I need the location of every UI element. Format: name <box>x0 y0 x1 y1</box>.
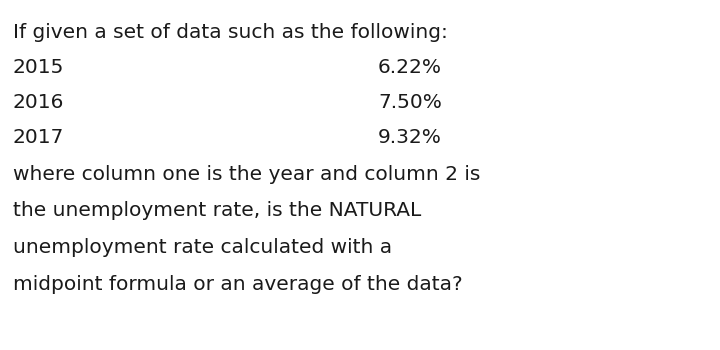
Text: If given a set of data such as the following:: If given a set of data such as the follo… <box>13 23 448 42</box>
Text: 9.32%: 9.32% <box>378 128 442 147</box>
Text: 2016: 2016 <box>13 93 64 112</box>
Text: 6.22%: 6.22% <box>378 58 442 77</box>
Text: 2015: 2015 <box>13 58 64 77</box>
Text: midpoint formula or an average of the data?: midpoint formula or an average of the da… <box>13 275 462 294</box>
Text: the unemployment rate, is the NATURAL: the unemployment rate, is the NATURAL <box>13 201 421 220</box>
Text: 7.50%: 7.50% <box>378 93 442 112</box>
Text: unemployment rate calculated with a: unemployment rate calculated with a <box>13 238 392 257</box>
Text: where column one is the year and column 2 is: where column one is the year and column … <box>13 164 480 183</box>
Text: 2017: 2017 <box>13 128 64 147</box>
